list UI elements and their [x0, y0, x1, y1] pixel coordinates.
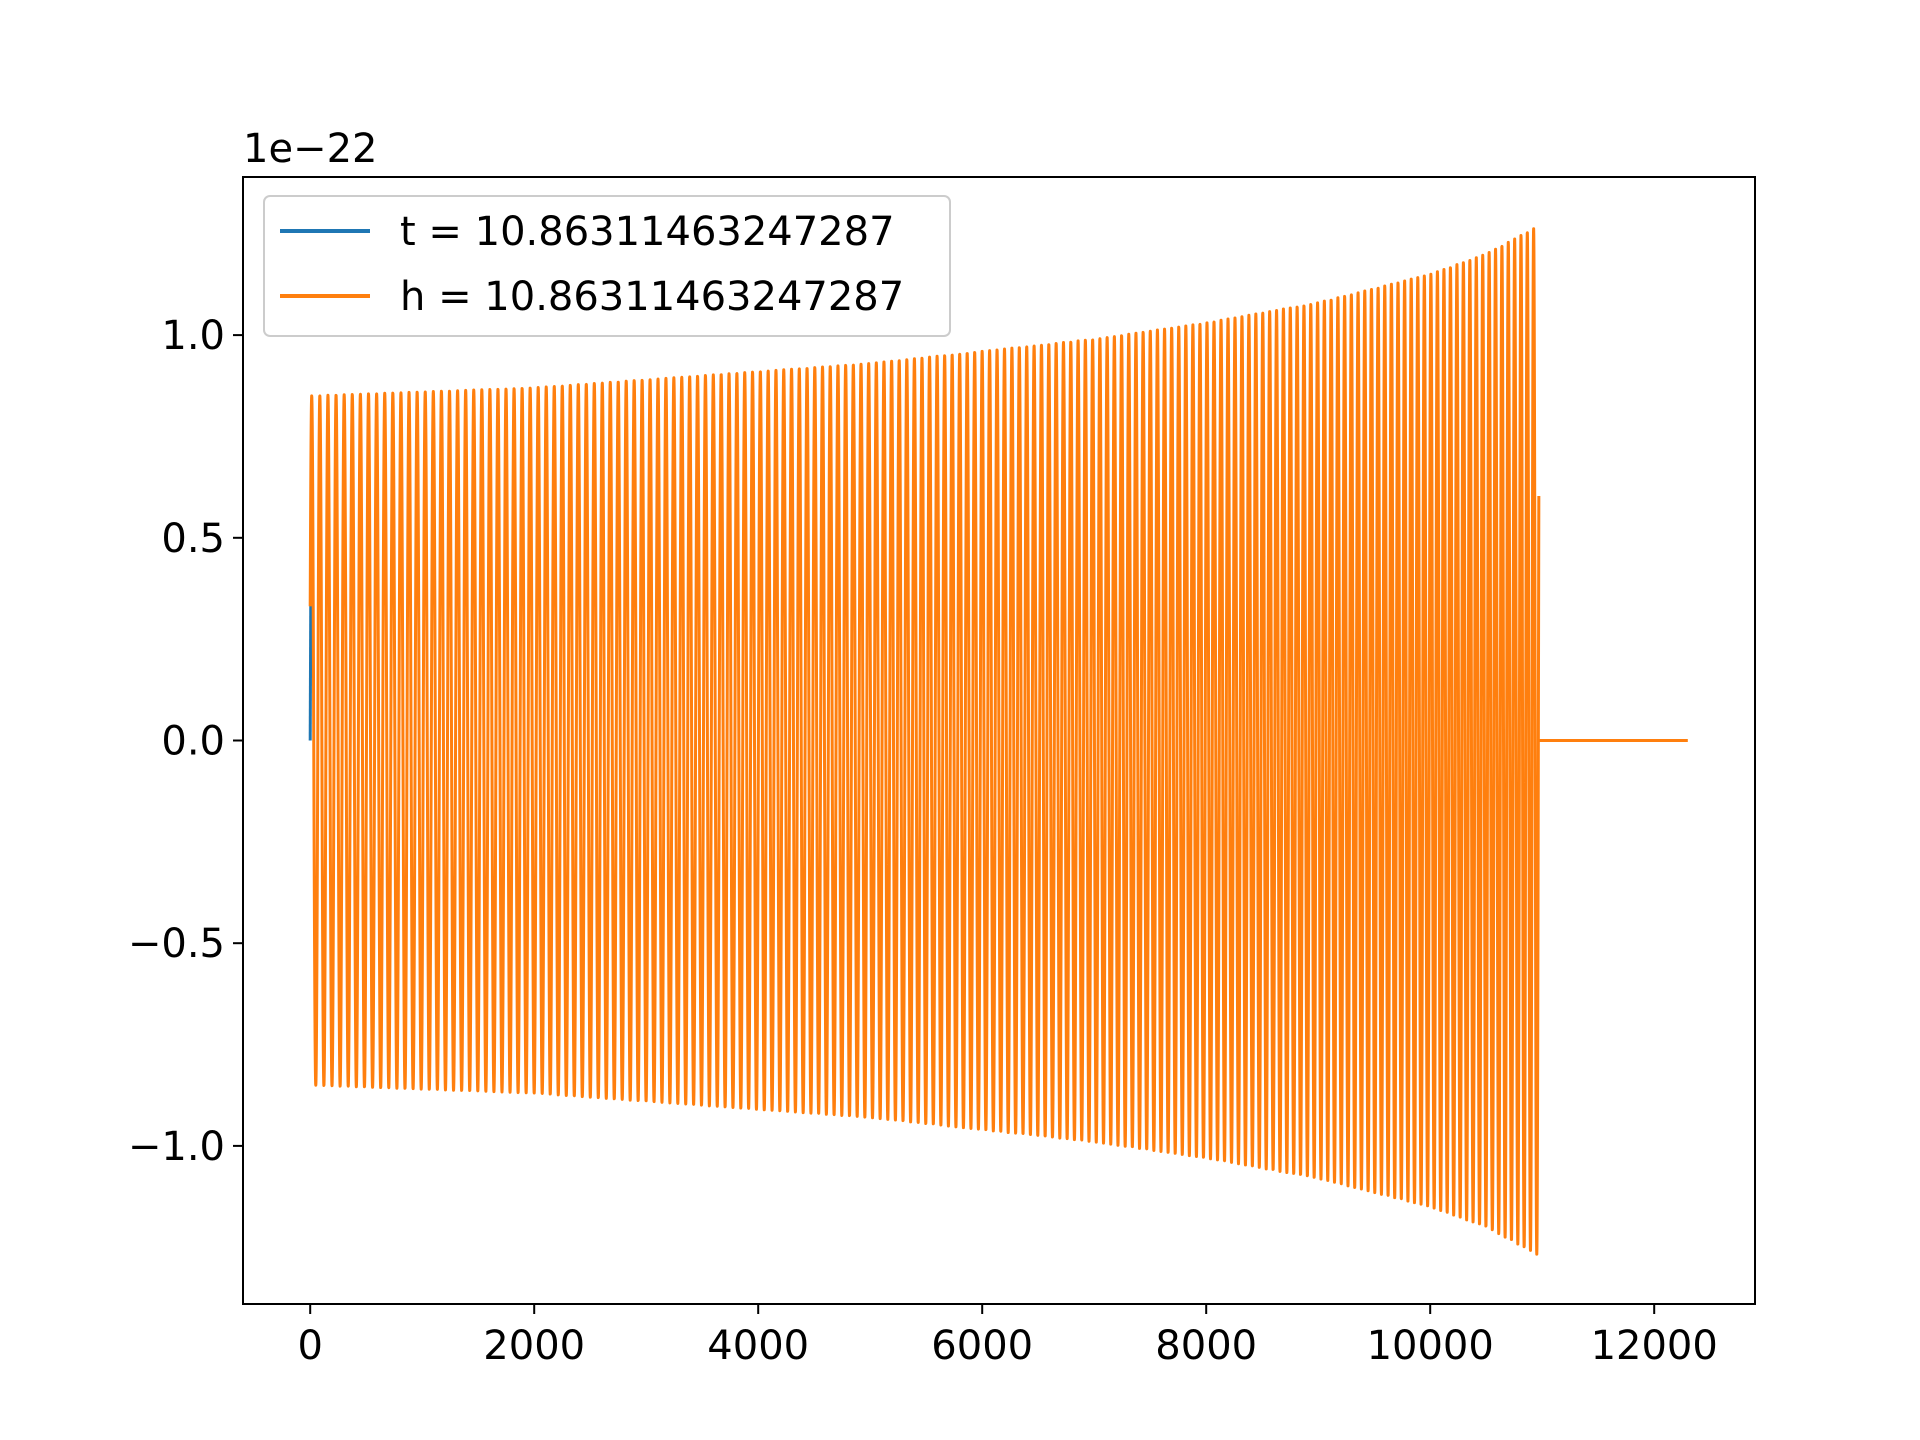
y-axis: −1.0 −0.5 0.0 0.5 1.0: [128, 313, 243, 1170]
plot-area: [308, 227, 1688, 1256]
series-h-line: [308, 227, 1541, 1256]
legend-box: [263, 195, 951, 337]
x-tick-label: 12000: [1591, 1323, 1718, 1369]
x-tick-label: 2000: [483, 1323, 585, 1369]
series-layer: [308, 227, 1688, 1256]
x-tick-label: 10000: [1367, 1323, 1494, 1369]
x-tick-label: 8000: [1155, 1323, 1257, 1369]
x-tick-label: 0: [297, 1323, 322, 1369]
y-offset-label: 1e−22: [243, 126, 377, 172]
legend: t = 10.86311463247287 h = 10.86311463247…: [263, 195, 951, 337]
x-tick-label: 4000: [707, 1323, 809, 1369]
legend-label-h: h = 10.86311463247287: [400, 274, 904, 320]
y-tick-label: 0.5: [161, 516, 225, 562]
y-tick-label: 0.0: [161, 719, 225, 765]
legend-label-t: t = 10.86311463247287: [400, 209, 895, 255]
x-tick-label: 6000: [931, 1323, 1033, 1369]
y-tick-label: −0.5: [128, 921, 225, 967]
y-tick-label: −1.0: [128, 1124, 225, 1170]
y-tick-label: 1.0: [161, 313, 225, 359]
x-axis: 0 2000 4000 6000 8000 10000 12000: [297, 1304, 1718, 1369]
